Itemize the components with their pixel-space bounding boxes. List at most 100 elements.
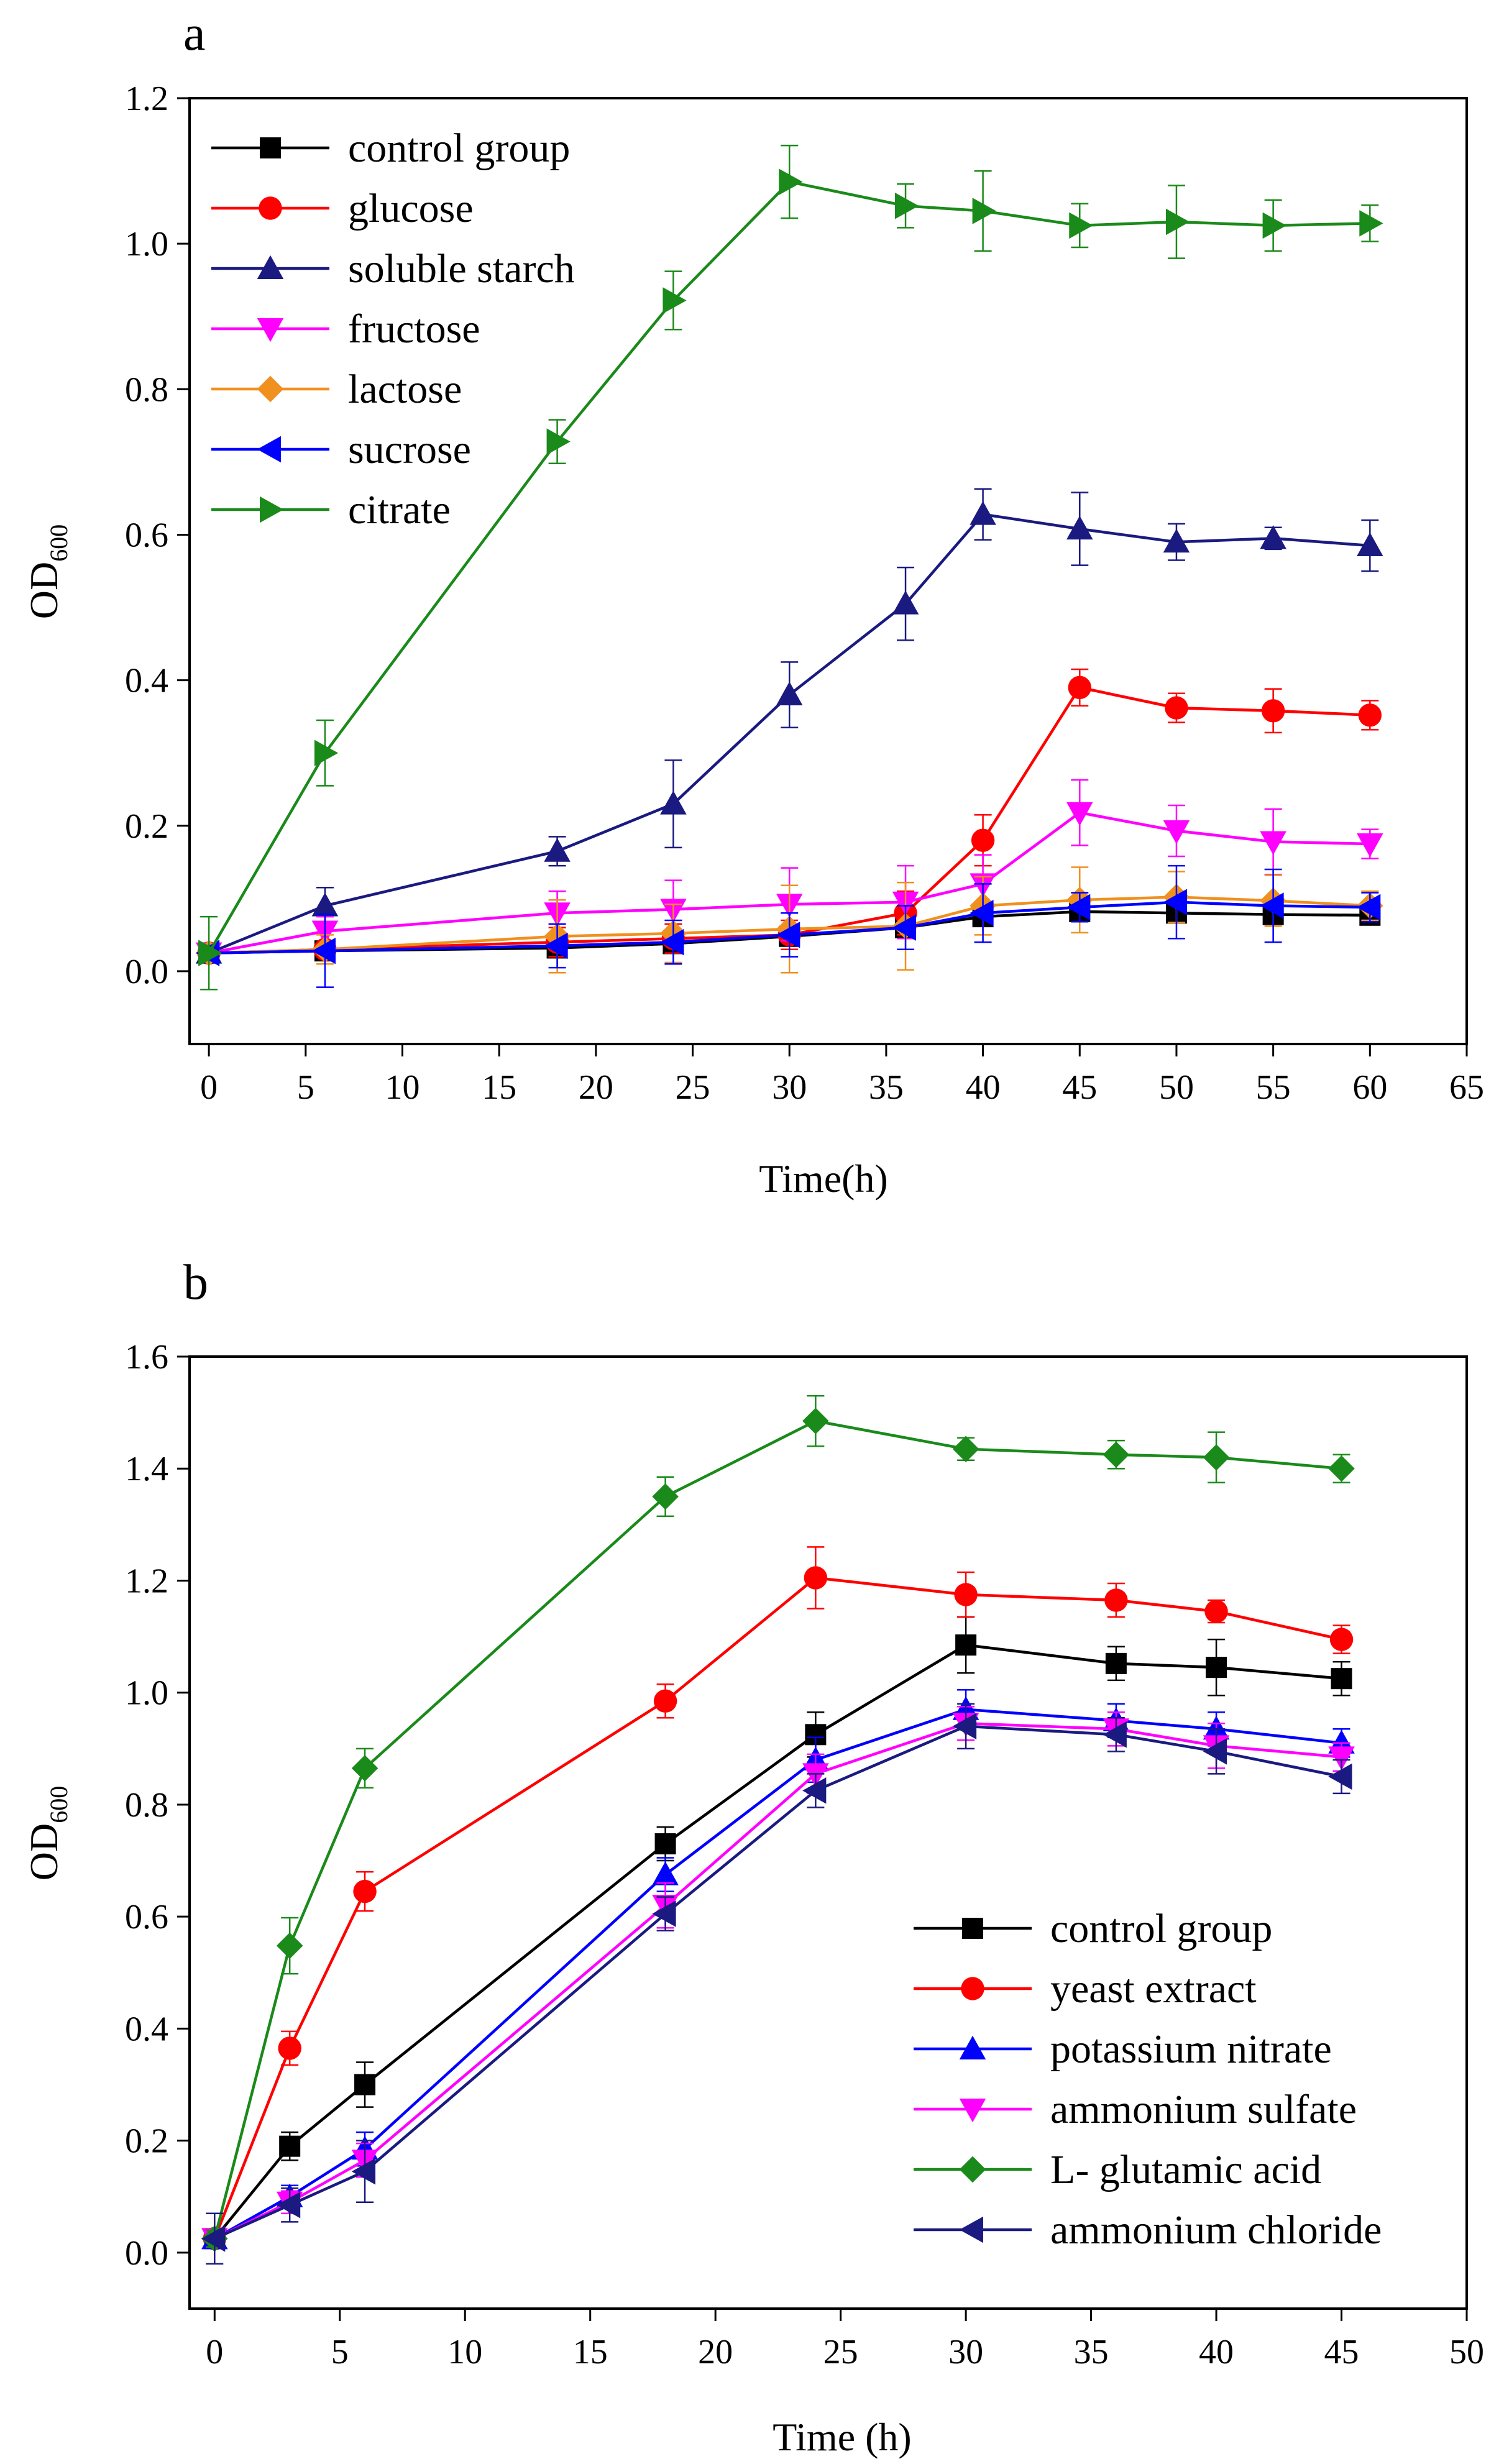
data-point: [1069, 212, 1093, 239]
x-tick-label: 45: [1062, 1068, 1097, 1107]
legend-marker: [260, 137, 281, 158]
data-point: [653, 1689, 677, 1713]
data-point: [1066, 515, 1093, 540]
legend: control group glucose soluble starch fructo…: [211, 126, 575, 533]
data-point: [652, 1483, 679, 1510]
data-point: [663, 287, 687, 314]
legend-label: citrate: [348, 487, 451, 533]
x-axis-title: Time (h): [773, 2415, 911, 2459]
legend-item: L- glutamic acid: [914, 2147, 1321, 2192]
legend-label: fructose: [348, 306, 480, 352]
legend-marker: [257, 318, 284, 342]
data-point: [1066, 802, 1093, 826]
y-tick-label: 0.4: [125, 662, 168, 700]
legend-marker: [257, 255, 284, 279]
data-point: [276, 2192, 301, 2219]
series-1: [203, 1546, 1354, 2251]
series-6: [198, 144, 1383, 991]
legend-label: lactose: [348, 367, 462, 412]
data-point: [1260, 525, 1286, 549]
data-point: [351, 2158, 376, 2185]
x-tick-label: 20: [698, 2333, 733, 2371]
data-point: [1328, 1763, 1352, 1790]
data-point: [954, 1583, 978, 1606]
y-tick-label: 1.6: [125, 1338, 168, 1376]
legend-item: sucrose: [211, 427, 471, 472]
legend-item: fructose: [211, 306, 480, 352]
data-point: [892, 590, 919, 615]
legend-label: soluble starch: [348, 246, 575, 291]
data-point: [1104, 1588, 1128, 1612]
y-axis-title-main: OD: [22, 1823, 66, 1880]
data-point: [654, 1833, 676, 1855]
legend-item: control group: [914, 1906, 1272, 1951]
data-point: [1357, 532, 1383, 557]
data-point: [652, 1861, 679, 1885]
legend-item: soluble starch: [211, 246, 575, 291]
legend-label: potassium nitrate: [1050, 2027, 1332, 2072]
x-tick-label: 10: [385, 1068, 420, 1107]
x-tick-label: 30: [772, 1068, 807, 1107]
legend-item: glucose: [211, 186, 474, 231]
data-point: [1165, 696, 1188, 720]
data-point: [776, 681, 803, 706]
x-tick-label: 35: [1074, 2333, 1109, 2371]
data-point: [802, 1408, 829, 1434]
x-tick-label: 15: [482, 1068, 516, 1107]
data-point: [1163, 889, 1187, 915]
data-point: [779, 168, 803, 195]
y-tick-label: 1.0: [125, 225, 168, 263]
x-tick-label: 60: [1352, 1068, 1387, 1107]
x-tick-label: 20: [579, 1068, 613, 1107]
x-tick-label: 10: [447, 2333, 482, 2371]
x-tick-label: 65: [1449, 1068, 1484, 1107]
legend-label: control group: [348, 126, 570, 171]
x-tick-label: 0: [206, 2333, 223, 2371]
legend-marker: [257, 375, 284, 403]
data-point: [1328, 1455, 1355, 1482]
data-point: [1358, 703, 1382, 727]
data-point: [1103, 1441, 1130, 1468]
data-point: [1262, 212, 1286, 239]
legend-marker: [962, 1918, 983, 1939]
data-point: [1357, 833, 1383, 858]
legend-label: ammonium chloride: [1050, 2207, 1382, 2253]
data-point: [660, 928, 684, 956]
legend-item: ammonium chloride: [914, 2207, 1382, 2253]
data-point: [546, 428, 571, 455]
y-tick-label: 0.6: [125, 1898, 168, 1936]
data-point: [311, 892, 339, 917]
legend: control group yeast extract potassium nitr…: [914, 1906, 1382, 2253]
data-point: [1105, 1652, 1127, 1674]
panel-label: b: [183, 1255, 208, 1310]
panel-label: a: [183, 6, 206, 61]
legend-marker: [959, 2099, 986, 2123]
legend-label: L- glutamic acid: [1050, 2147, 1321, 2192]
data-point: [314, 740, 339, 766]
y-axis-title: OD600: [22, 524, 73, 619]
data-point: [198, 940, 222, 966]
y-tick-label: 0.0: [125, 2234, 168, 2273]
data-point: [276, 1932, 303, 1959]
x-tick-label: 0: [200, 1068, 218, 1107]
legend-label: yeast extract: [1050, 1966, 1257, 2012]
y-tick-label: 0.4: [125, 2010, 168, 2048]
x-tick-label: 45: [1324, 2333, 1359, 2371]
legend-item: control group: [211, 126, 570, 171]
x-tick-label: 40: [1199, 2333, 1234, 2371]
x-axis-title: Time(h): [759, 1156, 887, 1201]
data-point: [802, 1777, 827, 1804]
data-point: [1204, 1600, 1228, 1623]
plot-frame: [188, 1355, 1468, 2310]
legend-item: ammonium sulfate: [914, 2087, 1357, 2132]
y-tick-label: 1.2: [125, 80, 168, 118]
y-tick-label: 0.6: [125, 516, 168, 554]
data-point: [1260, 831, 1286, 855]
data-point: [776, 922, 800, 948]
legend-item: lactose: [211, 367, 462, 412]
data-point: [1328, 1746, 1355, 1770]
x-tick-label: 50: [1159, 1068, 1194, 1107]
data-point: [1068, 676, 1091, 700]
data-point: [1331, 1668, 1352, 1690]
